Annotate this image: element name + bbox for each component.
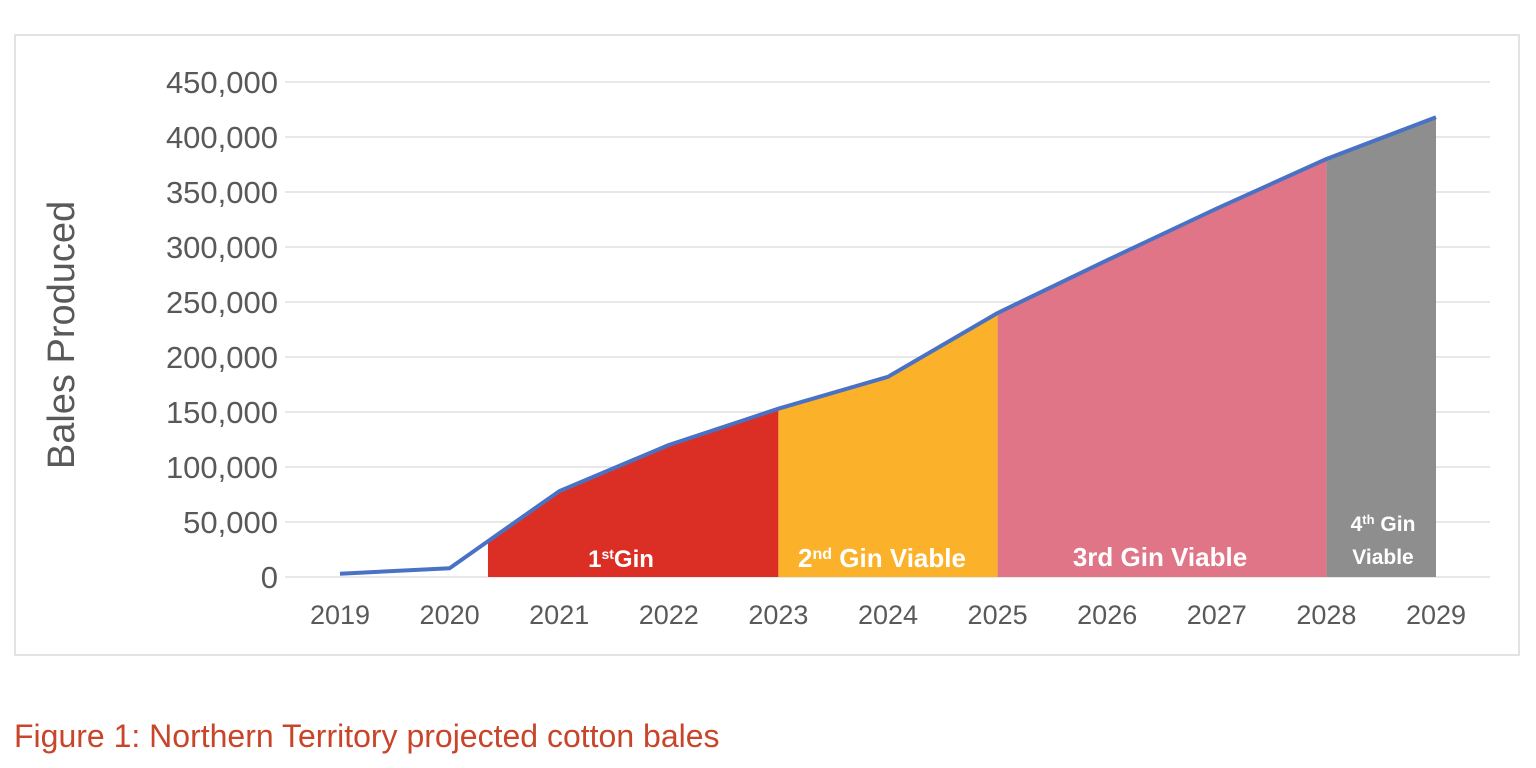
y-tick-label-2: 100,000	[166, 450, 278, 485]
y-tick-label-9: 450,000	[166, 65, 278, 100]
x-tick-label-2019: 2019	[310, 600, 370, 630]
y-axis-label: Bales Produced	[41, 201, 83, 469]
chart-frame	[14, 34, 1520, 656]
x-tick-label-2023: 2023	[748, 600, 808, 630]
x-tick-label-2027: 2027	[1187, 600, 1247, 630]
x-tick-label-2020: 2020	[420, 600, 480, 630]
x-tick-label-2029: 2029	[1406, 600, 1466, 630]
y-tick-label-5: 250,000	[166, 285, 278, 320]
y-tick-label-7: 350,000	[166, 175, 278, 210]
x-tick-label-2028: 2028	[1296, 600, 1356, 630]
x-tick-label-2026: 2026	[1077, 600, 1137, 630]
y-tick-label-4: 200,000	[166, 340, 278, 375]
region-3	[997, 159, 1327, 577]
region-label-4: 4th Gin	[1351, 512, 1416, 537]
figure-caption: Figure 1: Northern Territory projected c…	[14, 718, 720, 754]
region-label-3: 3rd Gin Viable	[1073, 542, 1247, 572]
x-tick-label-2025: 2025	[968, 600, 1028, 630]
region-label-2: 2nd Gin Viable	[798, 543, 966, 573]
y-tick-label-3: 150,000	[166, 395, 278, 430]
region-2	[778, 313, 998, 577]
region-label-4-line2: Viable	[1352, 546, 1413, 569]
x-tick-label-2024: 2024	[858, 600, 918, 630]
y-tick-label-6: 300,000	[166, 230, 278, 265]
series-line	[339, 115, 1437, 576]
y-tick-label-1: 50,000	[183, 505, 278, 540]
x-tick-label-2021: 2021	[529, 600, 589, 630]
region-4	[1326, 117, 1436, 577]
region-label-1: 1stGin	[588, 546, 654, 573]
cotton-bales-chart: 0 50,000 100,000 150,000 200,000 250,000 300,0…	[41, 65, 1490, 630]
region-1	[487, 408, 779, 577]
y-tick-label-8: 400,000	[166, 120, 278, 155]
x-tick-label-2022: 2022	[639, 600, 699, 630]
y-tick-label-0: 0	[261, 560, 278, 595]
